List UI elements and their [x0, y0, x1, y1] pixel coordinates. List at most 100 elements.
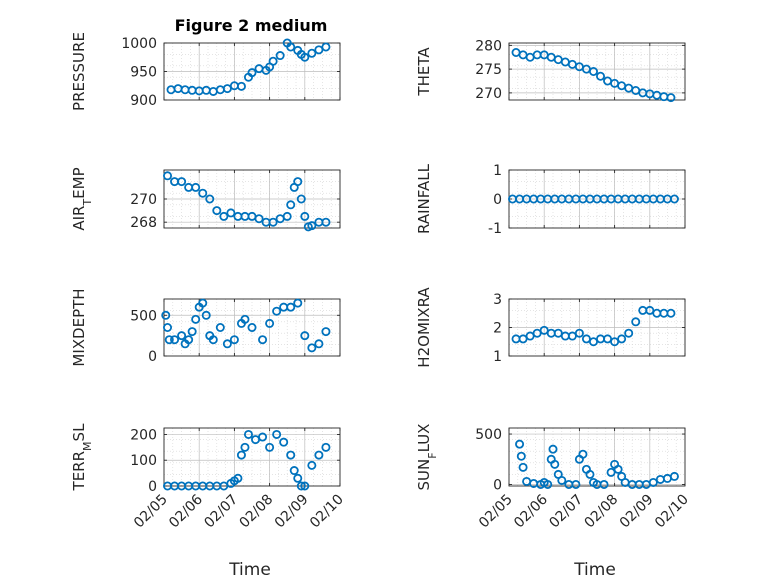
data-point: [201, 310, 211, 320]
data-point: [198, 188, 208, 198]
data-point: [666, 93, 676, 103]
data-point: [258, 432, 268, 442]
data-point: [184, 182, 194, 192]
data-point: [163, 171, 173, 181]
data-point: [208, 86, 218, 96]
y-axis-label: PRESSURE: [70, 32, 88, 111]
data-point: [596, 334, 606, 344]
data-point: [164, 335, 174, 345]
data-point: [574, 328, 584, 338]
y-tick-label: 0: [148, 479, 157, 495]
grid-lines: [164, 43, 340, 100]
data-point: [173, 84, 183, 94]
data-point: [581, 334, 591, 344]
data-point: [219, 211, 229, 221]
data-point: [585, 469, 595, 479]
data-point: [603, 334, 613, 344]
y-tick-label: 1000: [121, 36, 157, 52]
x-tick-label: 02/08: [582, 492, 622, 532]
data-point: [233, 211, 243, 221]
data-point: [184, 335, 194, 345]
data-point: [191, 182, 201, 192]
data-point: [613, 464, 623, 474]
data-point: [279, 437, 289, 447]
data-point: [300, 52, 310, 62]
data-point: [515, 439, 525, 449]
data-point: [222, 339, 232, 349]
data-point: [191, 314, 201, 324]
data-point: [666, 308, 676, 318]
data-point: [236, 450, 246, 460]
axes-box: [508, 42, 686, 101]
data-point: [516, 451, 526, 461]
y-tick-label: 280: [475, 38, 502, 54]
y-tick-label: 270: [475, 86, 502, 102]
data-point: [560, 331, 570, 341]
data-series: [508, 194, 679, 204]
data-point: [215, 85, 225, 95]
data-point: [198, 298, 208, 308]
data-point: [254, 214, 264, 224]
data-point: [293, 298, 303, 308]
y-tick-label: 500: [475, 427, 502, 443]
data-point: [226, 208, 236, 218]
y-tick-label: 1: [493, 349, 502, 365]
data-point: [289, 466, 299, 476]
x-tick-label: 02/10: [307, 492, 347, 532]
y-tick-label: 950: [130, 65, 157, 81]
data-point: [522, 476, 532, 486]
data-point: [567, 59, 577, 69]
data-point: [518, 334, 528, 344]
grid-lines: [509, 428, 685, 486]
data-point: [314, 45, 324, 55]
y-tick-label: 268: [130, 215, 157, 231]
data-point: [655, 474, 665, 484]
subplot-mixdepth: 0 500 MIXDEPTH: [70, 288, 341, 367]
grid-lines: [164, 428, 340, 486]
data-point: [275, 214, 285, 224]
data-point: [662, 473, 672, 483]
y-axis-label: TERRMSL: [70, 423, 94, 492]
x-tick-label: 02/10: [652, 492, 692, 532]
data-point: [208, 335, 218, 345]
data-point: [212, 206, 222, 216]
y-axis-label-subscript: M: [81, 441, 94, 451]
grid-lines: [164, 170, 340, 228]
y-tick-label: 2: [493, 321, 502, 337]
data-point: [268, 217, 278, 227]
y-tick-label: 3: [493, 292, 502, 308]
y-tick-label: 900: [130, 93, 157, 109]
data-point: [272, 306, 282, 316]
data-point: [603, 76, 613, 86]
data-point: [588, 67, 598, 77]
data-point: [170, 335, 180, 345]
data-point: [571, 479, 581, 489]
y-tick-label: 1: [493, 163, 502, 179]
x-tick-label: 02/07: [546, 492, 586, 532]
data-point: [543, 479, 553, 489]
data-point: [648, 477, 658, 487]
y-tick-label: 200: [130, 427, 157, 443]
data-point: [314, 339, 324, 349]
y-axis-label: AIRTEMP: [70, 167, 94, 230]
y-tick-label: 275: [475, 62, 502, 78]
data-point: [307, 48, 317, 58]
data-point: [177, 177, 187, 187]
y-axis-label-subscript: F: [426, 452, 439, 458]
y-axis-label: MIXDEPTH: [70, 288, 88, 366]
data-point: [659, 92, 669, 102]
data-point: [525, 331, 535, 341]
y-axis-label: SUNFLUX: [415, 424, 439, 491]
y-tick-label: 100: [130, 453, 157, 469]
data-point: [307, 343, 317, 353]
data-point: [321, 327, 331, 337]
data-point: [617, 81, 627, 91]
data-point: [314, 450, 324, 460]
data-point: [272, 429, 282, 439]
data-point: [187, 85, 197, 95]
y-axis-label-suffix: LUX: [415, 424, 433, 453]
x-tick-label: 02/05: [476, 492, 516, 532]
y-tick-label: 500: [130, 308, 157, 324]
data-point: [296, 194, 306, 204]
data-point: [163, 322, 173, 332]
